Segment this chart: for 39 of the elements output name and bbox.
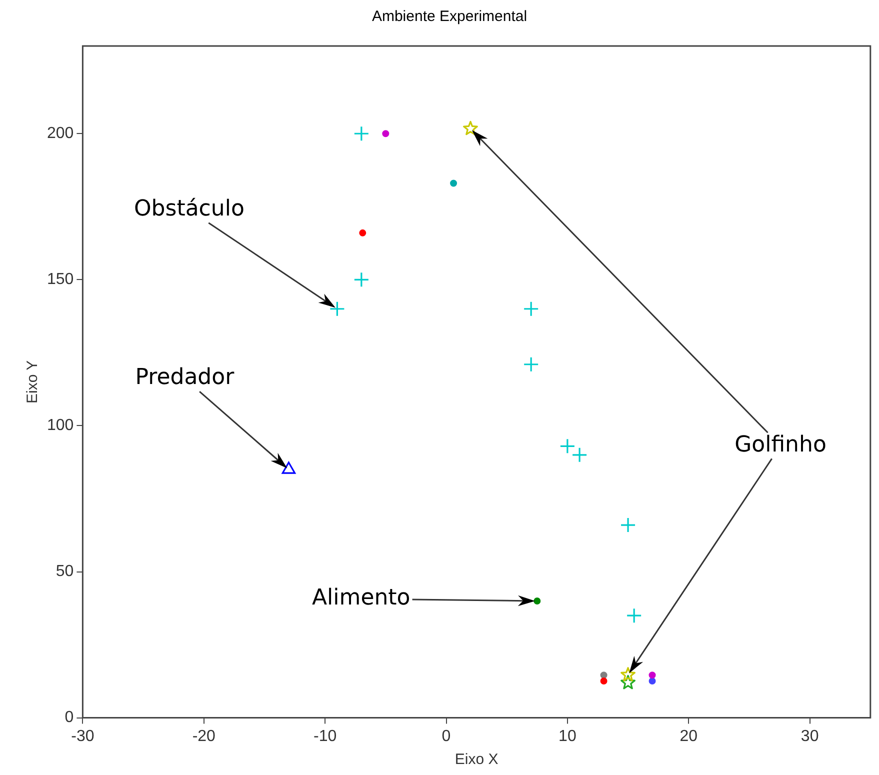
x-tick-label: -10 [314, 728, 337, 745]
point [620, 667, 636, 682]
chart-title: Ambiente Experimental [372, 8, 528, 26]
annotation: Obstáculo [134, 196, 244, 222]
point [534, 597, 541, 604]
point [600, 677, 608, 684]
annotation: Alimento [312, 586, 410, 611]
point [354, 126, 370, 142]
point [572, 447, 588, 463]
x-tick-label: -20 [192, 728, 216, 745]
y-tick-label: 150 [46, 271, 74, 288]
point [523, 301, 539, 317]
y-tick-label: 100 [46, 417, 74, 434]
x-tick-label: 30 [800, 728, 819, 745]
x-tick-label: 20 [680, 728, 698, 745]
point [329, 301, 345, 317]
point [523, 356, 539, 372]
point [648, 677, 656, 684]
point [620, 517, 636, 533]
y-tick-label: 200 [46, 125, 74, 142]
point [560, 438, 576, 454]
point [382, 130, 390, 138]
annotation: Predador [135, 365, 236, 390]
point [648, 672, 656, 679]
x-axis-title: Eixo X [454, 751, 498, 768]
point [354, 272, 370, 288]
annotation: Golfinho [734, 432, 826, 458]
y-axis-title: Eixo Y [24, 360, 42, 404]
point [450, 180, 458, 187]
point [626, 608, 642, 624]
point [463, 120, 478, 136]
x-tick-label: 10 [558, 728, 576, 745]
point [359, 229, 366, 236]
point [600, 672, 608, 679]
point [620, 674, 636, 690]
x-tick-label: -30 [71, 728, 94, 745]
y-tick-label: 0 [64, 709, 74, 726]
x-tick-label: 0 [442, 728, 451, 745]
y-tick-label: 50 [56, 563, 74, 580]
